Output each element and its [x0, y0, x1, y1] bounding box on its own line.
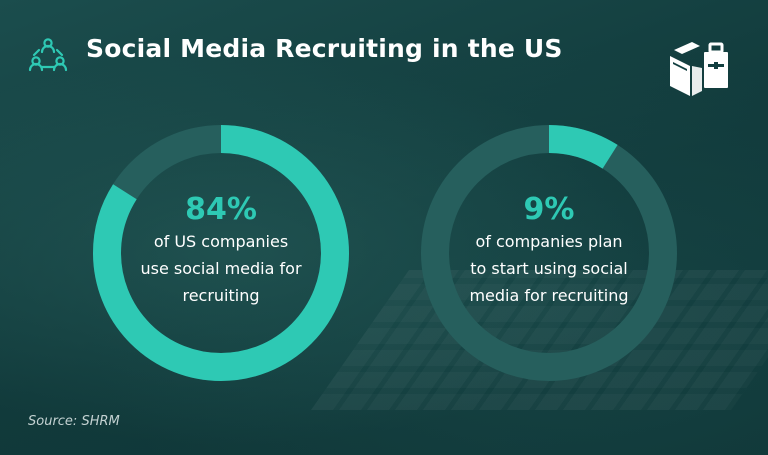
stat-84-value: 84% — [185, 191, 257, 227]
donut-84-svg — [93, 125, 349, 381]
stat-84-line-3: recruiting — [182, 285, 260, 305]
stat-84-line-1: of US companies — [153, 231, 289, 251]
stat-84-line-2: use social media for — [140, 258, 302, 278]
stat-9-value: 9% — [523, 191, 575, 227]
stat-9-line-3: media for recruiting — [469, 285, 629, 305]
stat-9-line-2: to start using social — [470, 258, 628, 278]
source-note: Source: SHRM — [28, 414, 120, 429]
donut-value-slice — [93, 125, 349, 381]
donut-value-slice — [421, 125, 677, 381]
people-network-icon — [28, 38, 68, 72]
page-title: Social Media Recruiting in the US — [86, 34, 563, 63]
donut-chart-9: 9% of companies plan to start using soci… — [414, 118, 684, 388]
donut-9-svg — [421, 125, 677, 381]
donut-9-label: 9% of companies plan to start using soci… — [414, 118, 684, 388]
stat-9-line-1: of companies plan — [475, 231, 623, 251]
donut-84-label: 84% of US companies use social media for… — [86, 118, 356, 388]
book-briefcase-logo — [670, 42, 728, 96]
donut-chart-84: 84% of US companies use social media for… — [86, 118, 356, 388]
